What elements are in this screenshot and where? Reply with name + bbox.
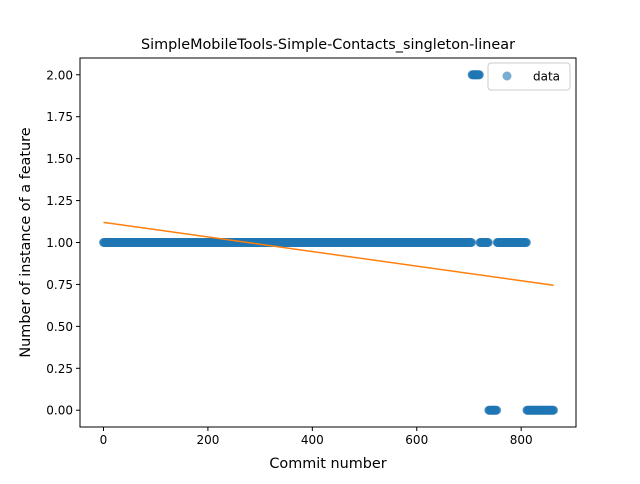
data-point bbox=[492, 405, 502, 415]
y-tick-label: 0.00 bbox=[46, 404, 73, 418]
data-point bbox=[474, 70, 484, 80]
plot-layer bbox=[98, 70, 559, 415]
legend-marker-data bbox=[502, 71, 512, 81]
y-axis-label: Number of instance of a feature bbox=[18, 127, 34, 357]
y-tick-label: 1.25 bbox=[46, 194, 73, 208]
y-tick-label: 1.50 bbox=[46, 152, 73, 166]
x-tick-label: 200 bbox=[196, 433, 219, 447]
y-tick-label: 0.75 bbox=[46, 278, 73, 292]
x-tick-label: 800 bbox=[510, 433, 533, 447]
y-tick-label: 0.25 bbox=[46, 362, 73, 376]
x-axis-label: Commit number bbox=[269, 456, 386, 472]
axis-layer: 0 200 400 600 800 0.00 0.25 0.50 0.75 1.00 1.25 1.5… bbox=[46, 68, 532, 447]
data-point bbox=[521, 238, 531, 247]
x-tick-label: 400 bbox=[301, 433, 324, 447]
regression-line bbox=[103, 221, 554, 287]
x-tick-label: 600 bbox=[405, 433, 428, 447]
data-point bbox=[483, 238, 493, 247]
y-tick-label: 1.00 bbox=[46, 236, 73, 250]
data-point bbox=[467, 238, 477, 247]
y-tick-label: 0.50 bbox=[46, 320, 73, 334]
chart-title: SimpleMobileTools-Simple-Contacts_single… bbox=[141, 37, 515, 53]
y-tick-label: 1.75 bbox=[46, 110, 73, 124]
y-tick-label: 2.00 bbox=[46, 68, 73, 82]
data-point bbox=[549, 405, 559, 415]
legend-label-data: data bbox=[533, 70, 560, 84]
legend: data bbox=[487, 62, 571, 91]
legend-box bbox=[487, 62, 571, 91]
x-tick-label: 0 bbox=[100, 433, 108, 447]
